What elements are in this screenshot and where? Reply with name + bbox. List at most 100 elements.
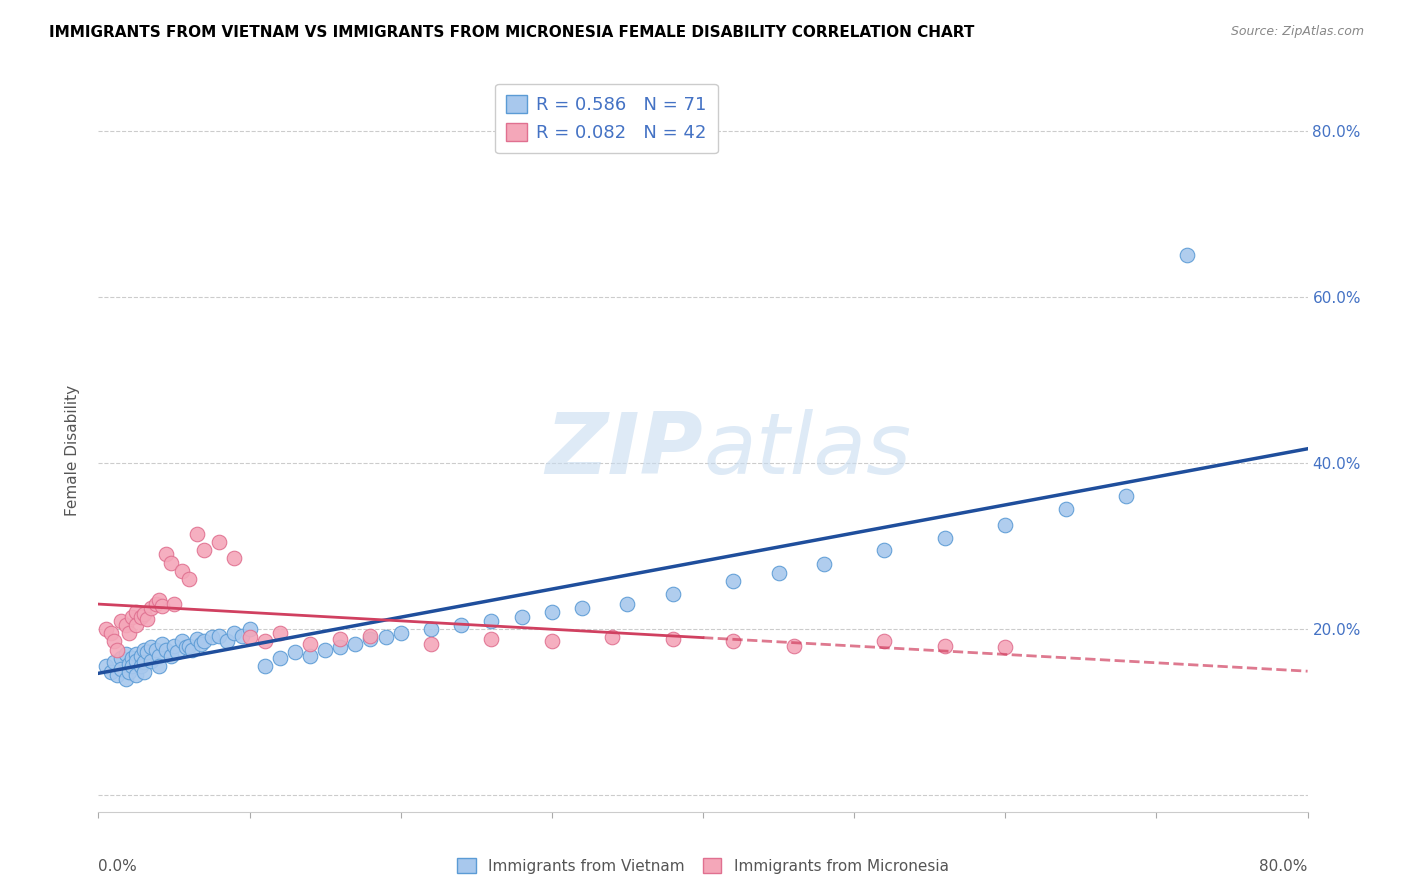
Point: [374, 630, 396, 644]
Point: [181, 642, 204, 657]
Point: [661, 587, 683, 601]
Point: [1175, 248, 1198, 262]
Point: [129, 609, 152, 624]
Point: [215, 634, 238, 648]
Point: [208, 534, 231, 549]
Point: [118, 626, 141, 640]
Point: [103, 655, 125, 669]
Point: [616, 597, 638, 611]
Legend: Immigrants from Vietnam, Immigrants from Micronesia: Immigrants from Vietnam, Immigrants from…: [451, 852, 955, 880]
Point: [141, 601, 163, 615]
Text: Source: ZipAtlas.com: Source: ZipAtlas.com: [1230, 25, 1364, 38]
Point: [1054, 501, 1077, 516]
Point: [163, 597, 186, 611]
Point: [571, 601, 593, 615]
Point: [170, 564, 193, 578]
Point: [1115, 489, 1137, 503]
Point: [193, 634, 215, 648]
Point: [783, 639, 806, 653]
Point: [661, 632, 683, 646]
Point: [179, 639, 201, 653]
Point: [186, 632, 208, 646]
Point: [360, 632, 382, 646]
Point: [135, 612, 157, 626]
Point: [481, 614, 503, 628]
Point: [110, 662, 132, 676]
Point: [141, 654, 163, 668]
Point: [873, 634, 896, 648]
Point: [768, 566, 790, 580]
Point: [450, 618, 472, 632]
Point: [148, 593, 170, 607]
Point: [420, 637, 443, 651]
Point: [481, 632, 503, 646]
Point: [239, 630, 262, 644]
Point: [163, 639, 186, 653]
Point: [155, 547, 177, 561]
Point: [105, 667, 128, 681]
Point: [118, 657, 141, 671]
Point: [160, 556, 183, 570]
Text: 0.0%: 0.0%: [98, 859, 138, 873]
Point: [114, 647, 136, 661]
Point: [934, 639, 956, 653]
Point: [129, 648, 152, 663]
Point: [360, 629, 382, 643]
Point: [329, 640, 352, 655]
Point: [510, 609, 533, 624]
Point: [105, 642, 128, 657]
Point: [994, 640, 1017, 655]
Point: [125, 654, 148, 668]
Point: [125, 647, 148, 661]
Point: [121, 651, 143, 665]
Point: [224, 626, 246, 640]
Point: [110, 614, 132, 628]
Point: [299, 648, 322, 663]
Legend: R = 0.586   N = 71, R = 0.082   N = 42: R = 0.586 N = 71, R = 0.082 N = 42: [495, 84, 717, 153]
Point: [174, 640, 197, 655]
Point: [389, 626, 412, 640]
Point: [540, 634, 562, 648]
Point: [994, 518, 1017, 533]
Point: [132, 642, 155, 657]
Point: [121, 659, 143, 673]
Point: [224, 551, 246, 566]
Point: [166, 645, 188, 659]
Point: [723, 574, 745, 588]
Point: [344, 637, 367, 651]
Point: [540, 606, 562, 620]
Point: [145, 642, 167, 657]
Text: ZIP: ZIP: [546, 409, 703, 492]
Point: [193, 543, 215, 558]
Point: [253, 659, 276, 673]
Point: [100, 626, 122, 640]
Point: [160, 648, 183, 663]
Point: [94, 659, 117, 673]
Point: [135, 645, 157, 659]
Point: [145, 597, 167, 611]
Point: [602, 630, 624, 644]
Point: [170, 634, 193, 648]
Point: [239, 622, 262, 636]
Point: [201, 630, 224, 644]
Point: [132, 607, 155, 621]
Point: [125, 667, 148, 681]
Point: [100, 665, 122, 680]
Point: [150, 637, 173, 651]
Point: [125, 618, 148, 632]
Point: [148, 659, 170, 673]
Point: [299, 637, 322, 651]
Point: [121, 609, 143, 624]
Point: [934, 531, 956, 545]
Point: [873, 543, 896, 558]
Point: [118, 665, 141, 680]
Point: [253, 634, 276, 648]
Text: 80.0%: 80.0%: [1260, 859, 1308, 873]
Point: [114, 618, 136, 632]
Point: [723, 634, 745, 648]
Point: [132, 665, 155, 680]
Point: [129, 659, 152, 673]
Point: [141, 640, 163, 655]
Point: [231, 629, 253, 643]
Point: [179, 572, 201, 586]
